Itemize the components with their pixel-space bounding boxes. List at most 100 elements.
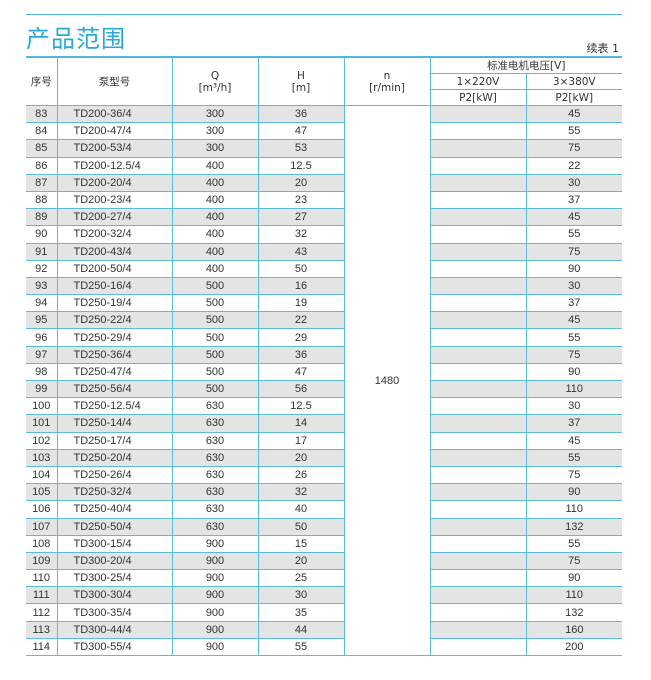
cell-model: TD250-22/4	[56, 311, 173, 330]
cell-no: 86	[26, 157, 58, 175]
cell-h: 50	[257, 260, 345, 278]
header-q-unit: [m³/h]	[198, 81, 232, 94]
cell-no: 84	[26, 122, 58, 141]
cell-p2-1x220	[429, 535, 527, 553]
cell-p2-3x380: 90	[525, 569, 623, 588]
cell-p2-3x380: 55	[525, 328, 623, 347]
cell-no: 114	[26, 638, 58, 657]
cell-no: 108	[26, 535, 58, 553]
header-3x380: 3×380V	[525, 73, 623, 90]
cell-no: 107	[26, 518, 58, 536]
cell-no: 106	[26, 500, 58, 519]
cell-model: TD250-32/4	[56, 483, 173, 502]
cell-no: 100	[26, 397, 58, 416]
cell-no: 88	[26, 191, 58, 210]
table-row: 99 TD250-56/4 500 56 110	[26, 380, 623, 399]
cell-model: TD250-50/4	[56, 518, 173, 536]
cell-p2-1x220	[429, 518, 527, 536]
cell-q: 400	[171, 243, 259, 261]
cell-model: TD200-32/4	[56, 225, 173, 244]
cell-p2-1x220	[429, 225, 527, 244]
table-row: 111 TD300-30/4 900 30 110	[26, 586, 623, 605]
header-n-unit: [r/min]	[369, 81, 405, 94]
header-p2-1: P2[kW]	[430, 89, 527, 106]
cell-no: 90	[26, 225, 58, 244]
cell-no: 89	[26, 208, 58, 227]
cell-no: 85	[26, 139, 58, 158]
cell-model: TD250-56/4	[56, 380, 173, 399]
cell-no: 111	[26, 586, 58, 605]
table-row: 89 TD200-27/4 400 27 45	[26, 208, 623, 227]
cell-model: TD250-40/4	[56, 500, 173, 519]
cell-q: 300	[171, 122, 259, 141]
header-h-unit: [m]	[291, 81, 311, 94]
cell-q: 300	[171, 139, 259, 158]
cell-h: 47	[257, 363, 345, 382]
table-row: 95 TD250-22/4 500 22 45	[26, 311, 623, 330]
cell-h: 20	[257, 449, 345, 467]
table-row: 90 TD200-32/4 400 32 55	[26, 225, 623, 244]
table-row: 104 TD250-26/4 630 26 75	[26, 466, 623, 485]
cell-p2-3x380: 75	[525, 139, 623, 158]
cell-model: TD250-29/4	[56, 328, 173, 347]
cell-model: TD300-30/4	[56, 586, 173, 605]
cell-h: 56	[257, 380, 345, 399]
cell-model: TD250-26/4	[56, 466, 173, 485]
cell-q: 500	[171, 328, 259, 347]
cell-q: 500	[171, 380, 259, 399]
header-p2-3: P2[kW]	[525, 89, 623, 106]
cell-p2-1x220	[429, 552, 527, 571]
table-row: 93 TD250-16/4 500 16 30	[26, 277, 623, 296]
cell-model: TD200-23/4	[56, 191, 173, 210]
cell-p2-3x380: 90	[525, 483, 623, 502]
cell-model: TD200-43/4	[56, 243, 173, 261]
cell-q: 630	[171, 414, 259, 433]
cell-p2-1x220	[429, 157, 527, 175]
cell-model: TD300-15/4	[56, 535, 173, 553]
cell-h: 25	[257, 569, 345, 588]
cell-h: 23	[257, 191, 345, 210]
cell-h: 17	[257, 432, 345, 450]
header-voltage: 标准电机电压[V]	[429, 57, 623, 74]
cell-p2-3x380: 37	[525, 294, 623, 313]
table-row: 106 TD250-40/4 630 40 110	[26, 500, 623, 519]
cell-p2-1x220	[429, 586, 527, 605]
cell-h: 55	[257, 638, 345, 657]
cell-p2-1x220	[429, 191, 527, 210]
cell-model: TD200-27/4	[56, 208, 173, 227]
cell-q: 630	[171, 518, 259, 536]
cell-no: 94	[26, 294, 58, 313]
cell-p2-1x220	[429, 397, 527, 416]
table-row: 114 TD300-55/4 900 55 200	[26, 638, 623, 657]
cell-p2-3x380: 37	[525, 414, 623, 433]
header-model: 泵型号	[56, 57, 173, 106]
cell-h: 53	[257, 139, 345, 158]
cell-p2-3x380: 90	[525, 260, 623, 278]
cell-h: 26	[257, 466, 345, 485]
cell-p2-1x220	[429, 432, 527, 450]
cell-p2-3x380: 22	[525, 157, 623, 175]
cell-h: 22	[257, 311, 345, 330]
cell-h: 40	[257, 500, 345, 519]
cell-p2-3x380: 45	[525, 311, 623, 330]
cell-p2-3x380: 160	[525, 621, 623, 639]
header-h: H [m]	[257, 57, 345, 106]
cell-h: 30	[257, 586, 345, 605]
cell-p2-1x220	[429, 621, 527, 639]
cell-p2-3x380: 30	[525, 397, 623, 416]
cell-h: 27	[257, 208, 345, 227]
cell-q: 900	[171, 603, 259, 622]
table-row: 103 TD250-20/4 630 20 55	[26, 449, 623, 467]
cell-q: 400	[171, 191, 259, 210]
cell-h: 35	[257, 603, 345, 622]
cell-p2-1x220	[429, 139, 527, 158]
cell-no: 104	[26, 466, 58, 485]
cell-model: TD200-12.5/4	[56, 157, 173, 175]
continued-label: 续表 1	[586, 42, 620, 55]
cell-h: 43	[257, 243, 345, 261]
table-row: 94 TD250-19/4 500 19 37	[26, 294, 623, 313]
cell-p2-1x220	[429, 208, 527, 227]
cell-no: 96	[26, 328, 58, 347]
cell-q: 400	[171, 157, 259, 175]
cell-h: 44	[257, 621, 345, 639]
